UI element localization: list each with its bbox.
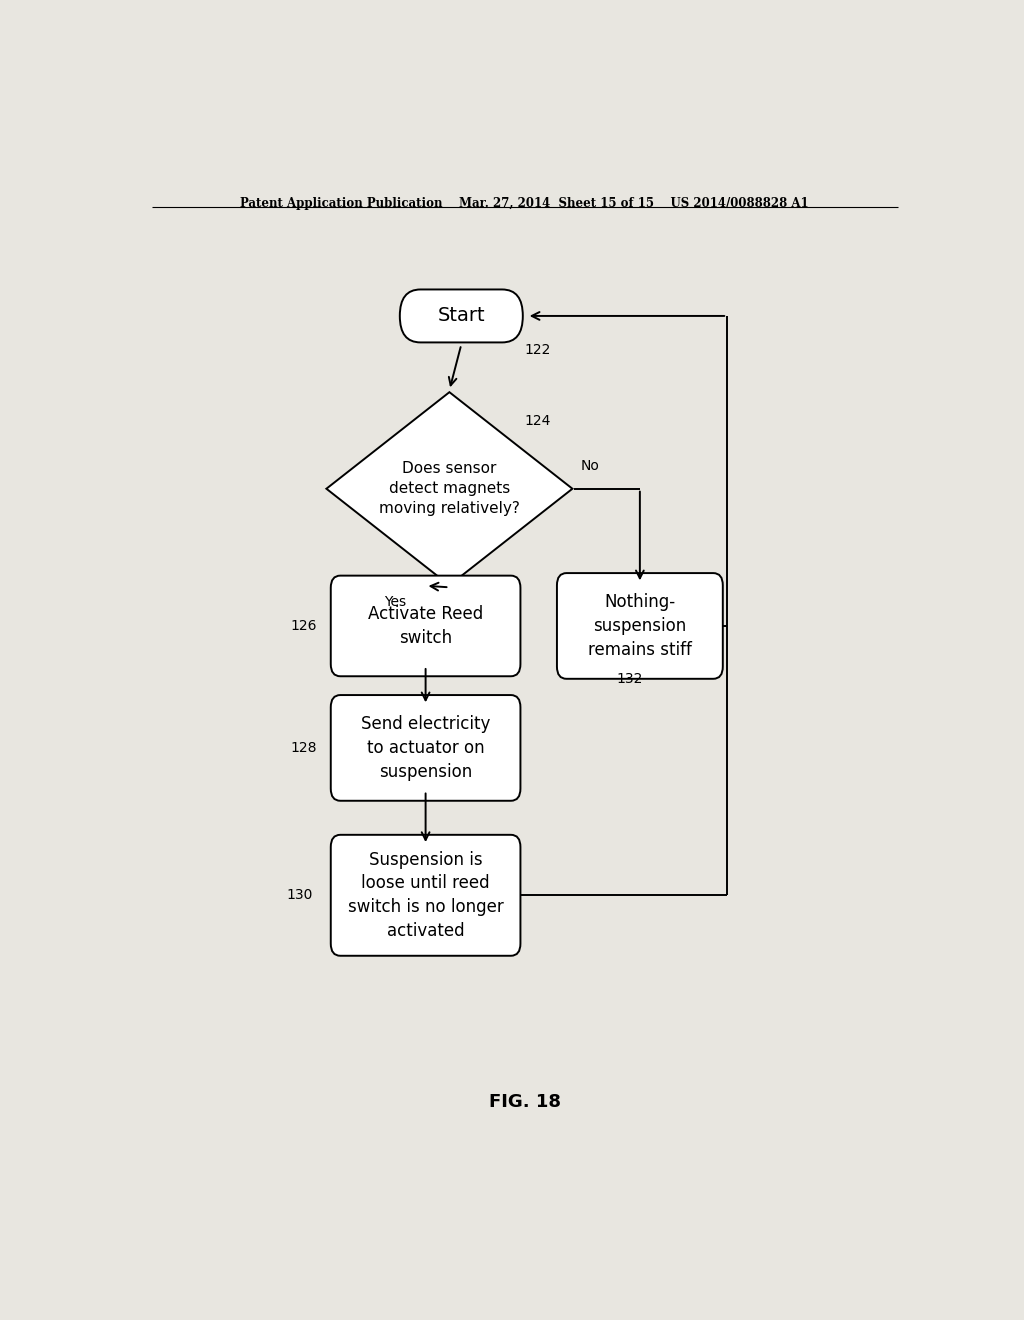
Text: Send electricity
to actuator on
suspension: Send electricity to actuator on suspensi…: [360, 715, 490, 780]
Text: Suspension is
loose until reed
switch is no longer
activated: Suspension is loose until reed switch is…: [348, 851, 504, 940]
Text: FIG. 18: FIG. 18: [488, 1093, 561, 1110]
Polygon shape: [327, 392, 572, 585]
Text: No: No: [581, 459, 599, 474]
FancyBboxPatch shape: [399, 289, 523, 342]
Text: 126: 126: [291, 619, 317, 634]
Text: Start: Start: [437, 306, 485, 326]
Text: 132: 132: [616, 672, 642, 686]
Text: 130: 130: [287, 888, 313, 903]
Text: Does sensor
detect magnets
moving relatively?: Does sensor detect magnets moving relati…: [379, 462, 520, 516]
Text: Nothing-
suspension
remains stiff: Nothing- suspension remains stiff: [588, 594, 692, 659]
Text: Yes: Yes: [384, 595, 406, 610]
Text: 128: 128: [291, 741, 317, 755]
Text: Activate Reed
switch: Activate Reed switch: [368, 605, 483, 647]
Text: Patent Application Publication    Mar. 27, 2014  Sheet 15 of 15    US 2014/00888: Patent Application Publication Mar. 27, …: [241, 197, 809, 210]
FancyBboxPatch shape: [331, 576, 520, 676]
Text: 122: 122: [524, 343, 551, 358]
FancyBboxPatch shape: [331, 696, 520, 801]
FancyBboxPatch shape: [331, 834, 520, 956]
Text: 124: 124: [524, 413, 551, 428]
FancyBboxPatch shape: [557, 573, 723, 678]
